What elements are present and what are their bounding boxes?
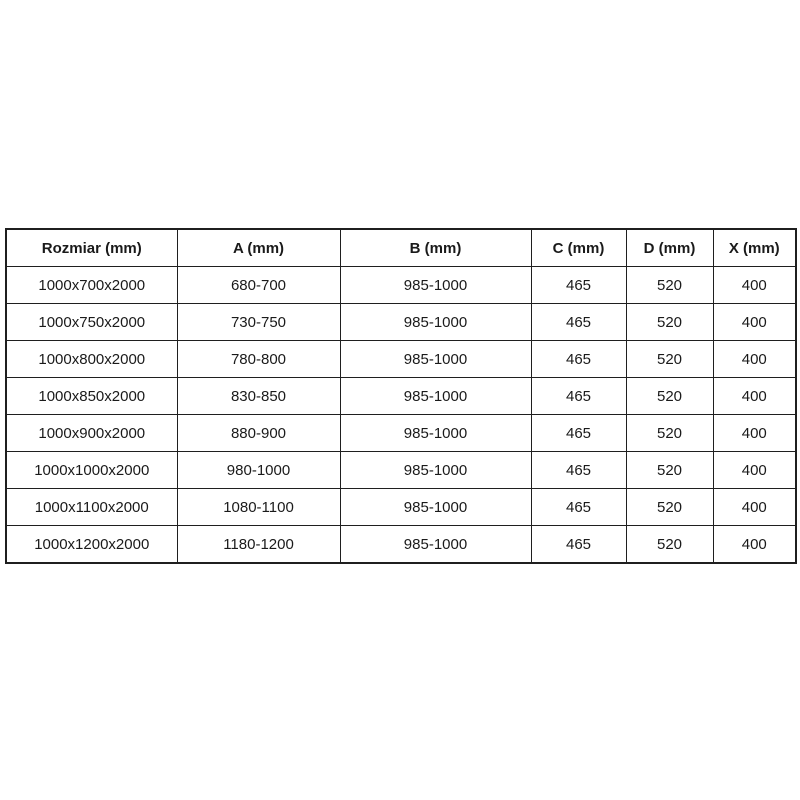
- table-row: 1000x1200x2000 1180-1200 985-1000 465 520 400: [5, 525, 797, 564]
- table-cell: 465: [530, 377, 627, 415]
- table-cell: 520: [625, 488, 714, 526]
- table-cell: 985-1000: [339, 266, 532, 304]
- table-cell: 400: [712, 377, 797, 415]
- table-cell: 520: [625, 266, 714, 304]
- table-cell: 520: [625, 414, 714, 452]
- table-cell: 830-850: [176, 377, 341, 415]
- table-cell: 1000x750x2000: [5, 303, 178, 341]
- table-cell: 985-1000: [339, 377, 532, 415]
- table-cell: 465: [530, 340, 627, 378]
- table-cell: 400: [712, 266, 797, 304]
- table-cell: 1000x1200x2000: [5, 525, 178, 564]
- table-cell: 985-1000: [339, 340, 532, 378]
- table-cell: 1000x1100x2000: [5, 488, 178, 526]
- table-cell: 985-1000: [339, 525, 532, 564]
- table-cell: 465: [530, 488, 627, 526]
- header-cell: Rozmiar (mm): [5, 228, 178, 267]
- table-cell: 880-900: [176, 414, 341, 452]
- table-cell: 520: [625, 340, 714, 378]
- table-cell: 465: [530, 525, 627, 564]
- table-cell: 400: [712, 525, 797, 564]
- header-row: Rozmiar (mm) A (mm) B (mm) C (mm) D (mm) X (m…: [5, 228, 797, 267]
- table-cell: 465: [530, 414, 627, 452]
- table-cell: 400: [712, 303, 797, 341]
- table-cell: 465: [530, 303, 627, 341]
- table-cell: 985-1000: [339, 414, 532, 452]
- table-row: 1000x750x2000 730-750 985-1000 465 520 400: [5, 303, 797, 341]
- header-cell: D (mm): [625, 228, 714, 267]
- table-row: 1000x1100x2000 1080-1100 985-1000 465 520 400: [5, 488, 797, 526]
- table-cell: 465: [530, 451, 627, 489]
- table-cell: 400: [712, 488, 797, 526]
- table-row: 1000x700x2000 680-700 985-1000 465 520 400: [5, 266, 797, 304]
- table-cell: 400: [712, 414, 797, 452]
- table-cell: 520: [625, 377, 714, 415]
- table-cell: 520: [625, 525, 714, 564]
- table-cell: 1000x700x2000: [5, 266, 178, 304]
- table-cell: 1180-1200: [176, 525, 341, 564]
- header-cell: A (mm): [176, 228, 341, 267]
- table-cell: 1000x800x2000: [5, 340, 178, 378]
- table-cell: 400: [712, 340, 797, 378]
- table-cell: 730-750: [176, 303, 341, 341]
- table-cell: 520: [625, 451, 714, 489]
- size-spec-table: Rozmiar (mm) A (mm) B (mm) C (mm) D (mm) X (m…: [5, 228, 797, 564]
- table-cell: 1000x850x2000: [5, 377, 178, 415]
- table-cell: 985-1000: [339, 488, 532, 526]
- table-cell: 1080-1100: [176, 488, 341, 526]
- header-cell: B (mm): [339, 228, 532, 267]
- table-cell: 520: [625, 303, 714, 341]
- table-cell: 1000x900x2000: [5, 414, 178, 452]
- table-body: 1000x700x2000 680-700 985-1000 465 520 400 100…: [5, 266, 797, 564]
- table-row: 1000x900x2000 880-900 985-1000 465 520 400: [5, 414, 797, 452]
- header-cell: X (mm): [712, 228, 797, 267]
- header-cell: C (mm): [530, 228, 627, 267]
- table-cell: 1000x1000x2000: [5, 451, 178, 489]
- table-row: 1000x800x2000 780-800 985-1000 465 520 400: [5, 340, 797, 378]
- table-cell: 780-800: [176, 340, 341, 378]
- table-cell: 465: [530, 266, 627, 304]
- table-cell: 680-700: [176, 266, 341, 304]
- table-cell: 985-1000: [339, 303, 532, 341]
- table-cell: 400: [712, 451, 797, 489]
- table-header: Rozmiar (mm) A (mm) B (mm) C (mm) D (mm) X (m…: [5, 228, 797, 267]
- table-cell: 985-1000: [339, 451, 532, 489]
- table-row: 1000x1000x2000 980-1000 985-1000 465 520 400: [5, 451, 797, 489]
- table-cell: 980-1000: [176, 451, 341, 489]
- table-row: 1000x850x2000 830-850 985-1000 465 520 400: [5, 377, 797, 415]
